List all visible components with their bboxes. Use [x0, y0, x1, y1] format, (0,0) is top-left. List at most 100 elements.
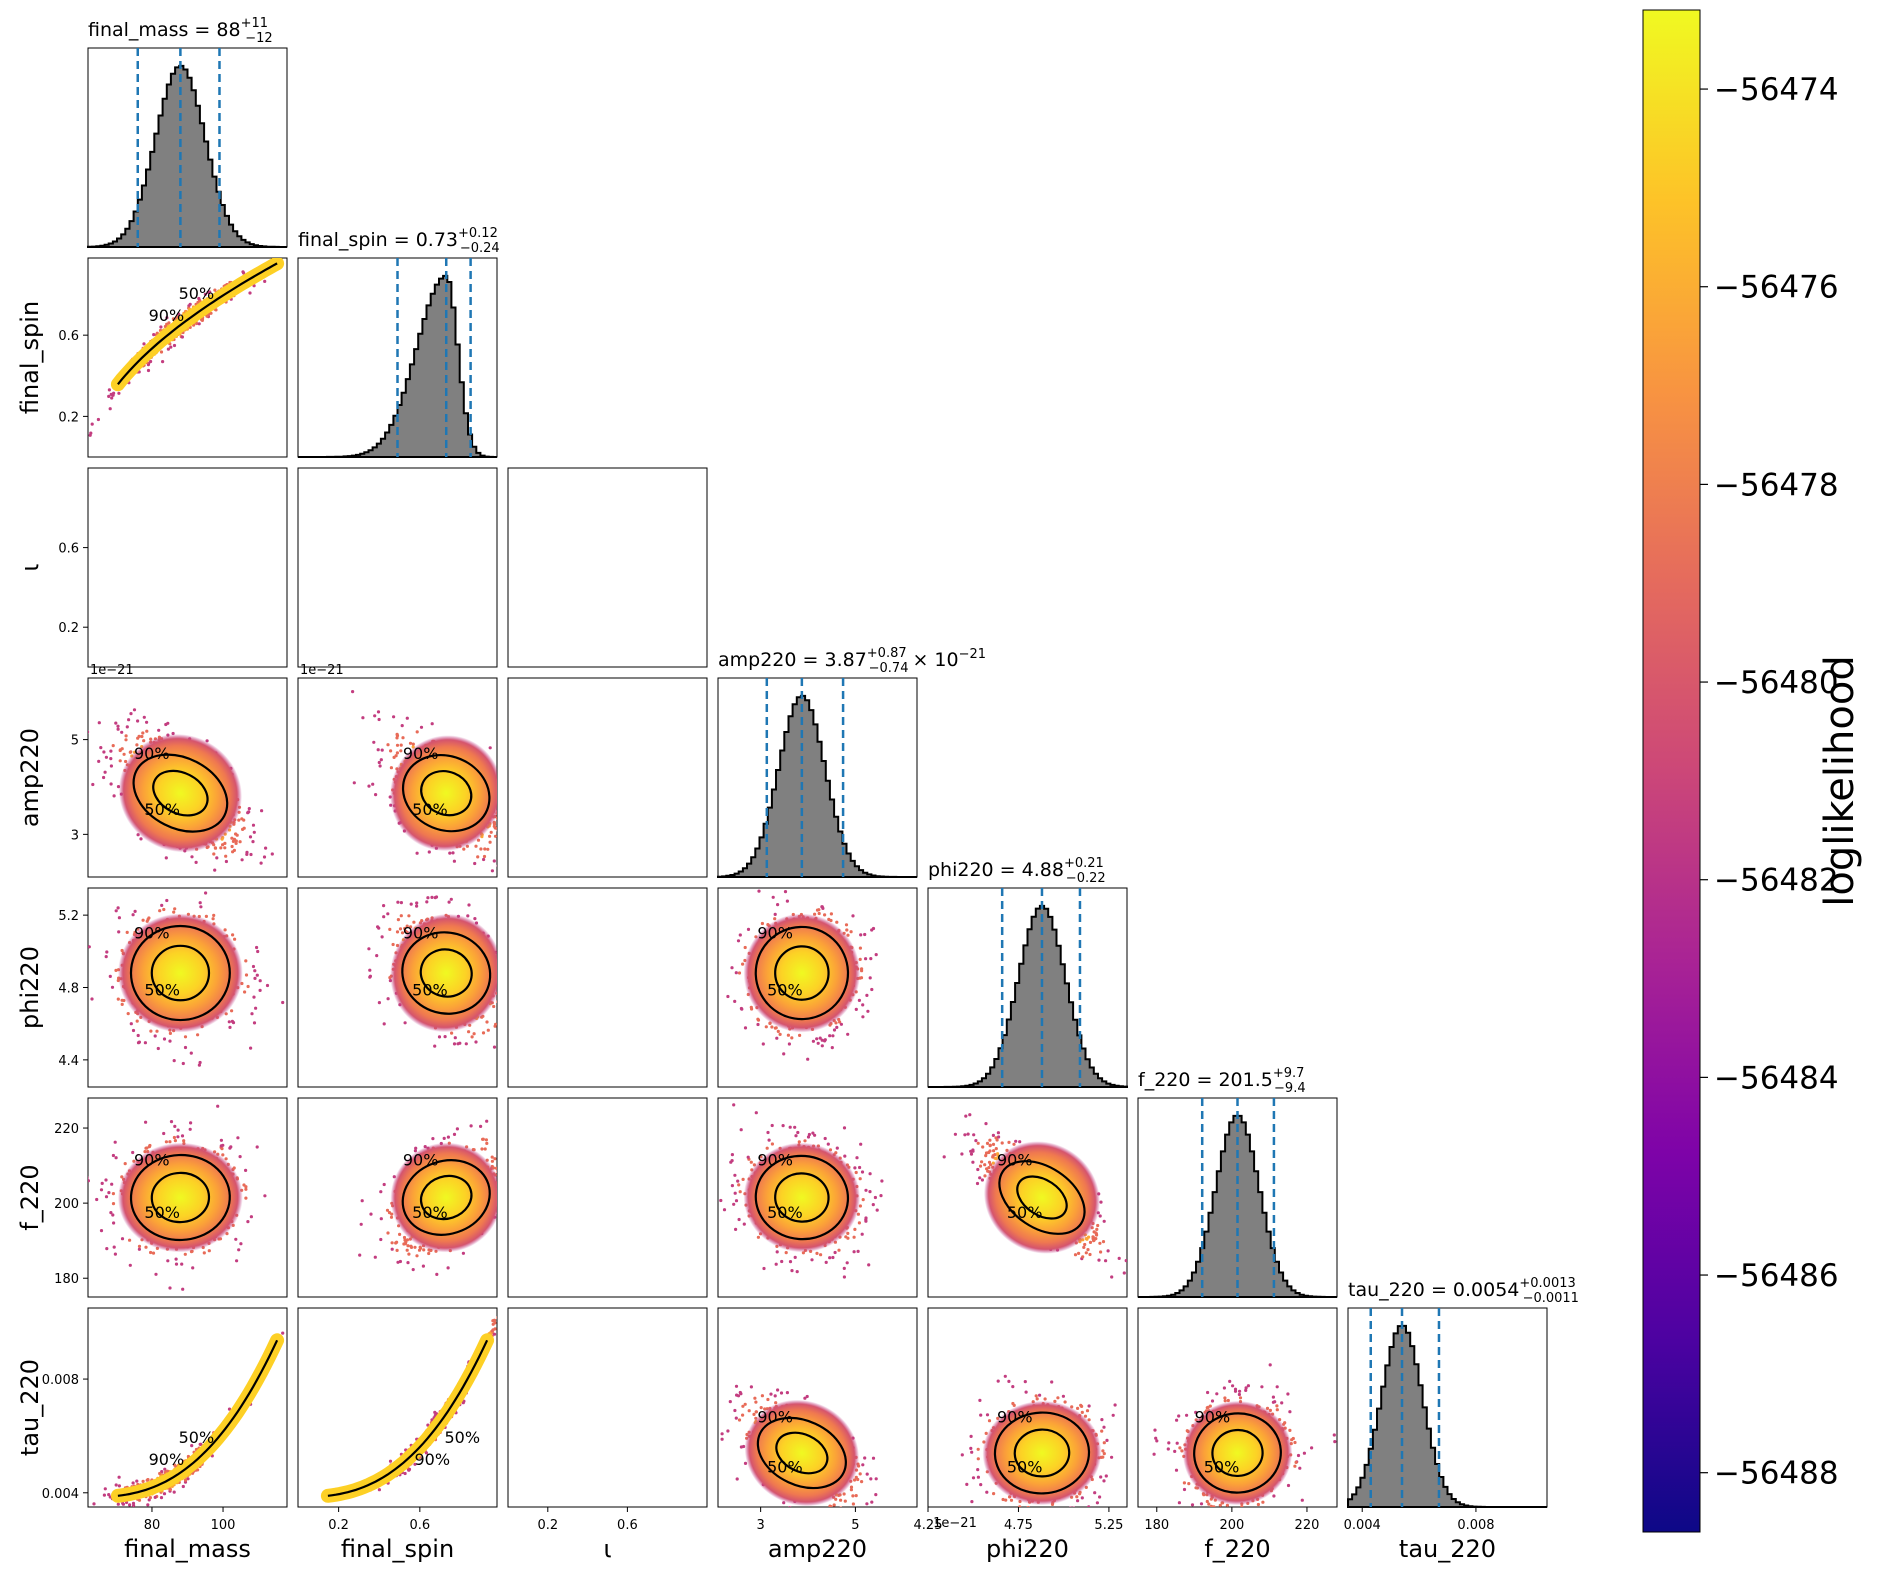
sample-point: [870, 928, 874, 932]
sample-point: [737, 971, 742, 975]
sample-point: [244, 1196, 248, 1200]
sample-point: [129, 712, 133, 716]
sample-point: [141, 731, 145, 735]
sample-point: [756, 1022, 760, 1027]
sample-point: [149, 1029, 153, 1033]
sample-point: [198, 1060, 202, 1065]
density-core: [390, 735, 497, 852]
sample-point: [464, 1042, 468, 1046]
sample-point: [224, 854, 228, 858]
sample-point: [120, 998, 124, 1002]
sample-point: [281, 1000, 285, 1005]
sample-point: [244, 973, 249, 977]
sample-point: [174, 1257, 178, 1261]
sample-point: [88, 945, 91, 949]
sample-point: [494, 1022, 497, 1026]
sample-point: [110, 1182, 114, 1186]
sample-point: [165, 316, 169, 320]
sample-point: [377, 760, 381, 765]
sample-point: [91, 782, 95, 787]
scatter-layer: 50%90%: [726, 889, 878, 1061]
sample-point: [865, 993, 869, 998]
sample-point: [857, 998, 862, 1003]
sample-point: [109, 392, 113, 396]
sample-point: [135, 1019, 139, 1023]
sample-point: [181, 1061, 185, 1066]
sample-point: [761, 1042, 765, 1046]
contour-90: [129, 924, 231, 1022]
sample-point: [116, 997, 120, 1001]
sample-point: [124, 734, 128, 738]
sample-point: [415, 851, 419, 855]
sample-point: [240, 858, 244, 862]
density-core: [117, 913, 243, 1033]
sample-point: [62, 723, 65, 726]
sample-point: [88, 433, 92, 437]
sample-point: [828, 1034, 832, 1038]
sample-point: [798, 1033, 802, 1037]
sample-point: [736, 939, 741, 943]
sample-point: [453, 1036, 457, 1040]
sample-point: [400, 724, 404, 728]
sample-point: [255, 945, 259, 950]
sample-point: [746, 927, 751, 932]
sample-point: [861, 1003, 865, 1007]
sample-point: [467, 1030, 471, 1034]
panel-iota-vs-final_mass: [87, 467, 288, 668]
sample-point: [209, 311, 213, 315]
sample-point: [823, 913, 827, 917]
sample-point: [740, 1007, 744, 1011]
sample-point: [97, 759, 101, 764]
sample-point: [197, 1063, 201, 1067]
sample-point: [787, 1042, 792, 1046]
sample-point: [427, 850, 431, 854]
sample-point: [190, 855, 194, 859]
sample-point: [137, 1247, 141, 1251]
sample-point: [396, 918, 400, 922]
contour-label-90: 90%: [757, 923, 793, 942]
sample-point: [173, 907, 177, 911]
sample-point: [741, 962, 745, 966]
sample-point: [488, 840, 492, 844]
sample-point: [111, 1202, 116, 1206]
sample-point: [97, 721, 101, 725]
scatter-layer: 50%90%: [88, 891, 285, 1067]
sample-point: [470, 1035, 474, 1039]
sample-point: [481, 1031, 486, 1035]
sample-point: [500, 1009, 503, 1012]
diagonal-panel-f_220: f_220 = 201.5+9.7 −9.4: [1137, 1066, 1338, 1298]
sample-point: [858, 957, 862, 962]
panel-phi220-vs-final_mass: 50%90%: [87, 887, 288, 1088]
sample-point: [738, 933, 742, 937]
sample-point: [213, 846, 217, 850]
histogram-bars: [87, 64, 287, 248]
contour-label-90: 90%: [403, 744, 439, 763]
sample-point: [815, 908, 820, 912]
sample-point: [113, 1252, 117, 1256]
sample-point: [108, 407, 112, 411]
sample-point: [757, 889, 761, 893]
sample-point: [498, 970, 501, 973]
sample-point: [503, 849, 506, 852]
sample-point: [437, 1035, 442, 1039]
sample-point: [386, 997, 390, 1001]
sample-point: [861, 1015, 865, 1019]
sample-point: [204, 914, 208, 919]
sample-point: [240, 817, 244, 821]
histogram-bars: [298, 274, 497, 458]
sample-point: [104, 1195, 109, 1199]
sample-point: [231, 839, 235, 844]
sample-point: [382, 1022, 386, 1026]
sample-point: [111, 744, 115, 748]
sample-point: [221, 1143, 225, 1147]
contour-label-50: 50%: [144, 800, 180, 819]
sample-point: [175, 315, 180, 319]
sample-point: [376, 710, 381, 714]
sample-point: [246, 1220, 250, 1224]
sample-point: [142, 739, 146, 743]
sample-point: [262, 855, 267, 859]
sample-point: [200, 317, 205, 321]
sample-point: [874, 953, 878, 957]
parameter-title: final_mass = 88+11 −12: [88, 16, 273, 46]
contour-label-50: 50%: [412, 980, 448, 999]
